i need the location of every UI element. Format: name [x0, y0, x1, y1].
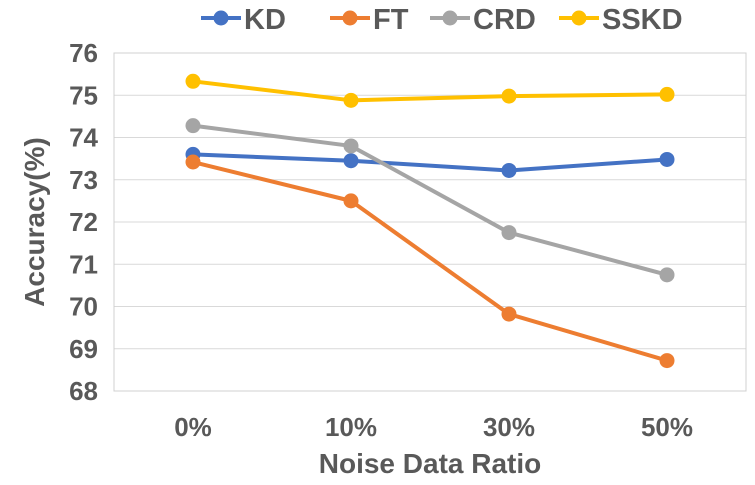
y-tick-label: 74 [69, 123, 98, 153]
series-group [185, 73, 675, 369]
data-point [659, 86, 675, 102]
legend-item-crd: CRD [430, 4, 536, 36]
legend-label: SSKD [602, 4, 683, 36]
data-point [501, 88, 517, 104]
series-ft [185, 154, 675, 369]
data-point [501, 306, 517, 322]
series-line [192, 79, 668, 103]
data-point [185, 73, 201, 89]
gridlines [114, 52, 746, 392]
y-tick-label: 72 [69, 207, 98, 237]
legend-marker [342, 10, 358, 26]
y-tick-label: 69 [69, 334, 98, 364]
legend-item-sskd: SSKD [559, 4, 683, 36]
x-tick-label: 50% [641, 412, 693, 442]
legend-marker [442, 10, 458, 26]
legend-item-kd: KD [201, 4, 286, 36]
series-line [192, 160, 668, 363]
legend-label: CRD [473, 4, 536, 36]
data-point [501, 162, 517, 178]
y-axis-title: Accuracy(%) [19, 137, 50, 307]
y-tick-label: 68 [69, 376, 98, 406]
legend-item-ft: FT [330, 4, 409, 36]
legend: KD FT CRD SSKD [201, 4, 683, 36]
y-tick-label: 73 [69, 165, 98, 195]
data-point [343, 153, 359, 169]
series-crd [185, 118, 675, 283]
data-point [659, 151, 675, 167]
data-point [185, 118, 201, 134]
y-tick-label: 70 [69, 292, 98, 322]
data-point [185, 154, 201, 170]
y-tick-label: 76 [69, 38, 98, 68]
y-axis-ticks: 68 69 70 71 72 73 74 75 76 [69, 38, 98, 406]
x-axis-title: Noise Data Ratio [319, 448, 542, 479]
legend-marker [571, 10, 587, 26]
data-point [501, 225, 517, 241]
data-point [659, 353, 675, 369]
data-point [343, 92, 359, 108]
data-point [343, 138, 359, 154]
x-tick-label: 30% [483, 412, 535, 442]
y-tick-label: 75 [69, 80, 98, 110]
legend-label: FT [373, 4, 409, 36]
series-sskd [185, 73, 675, 108]
series-line [192, 123, 668, 277]
legend-marker [213, 10, 229, 26]
legend-label: KD [244, 4, 286, 36]
data-point [659, 267, 675, 283]
plot-area [113, 52, 747, 392]
x-tick-label: 0% [174, 412, 212, 442]
x-tick-label: 10% [325, 412, 377, 442]
x-axis-ticks: 0% 10% 30% 50% [174, 412, 693, 442]
data-point [343, 193, 359, 209]
y-tick-label: 71 [69, 249, 98, 279]
series-kd [185, 146, 675, 178]
series-line [192, 152, 668, 173]
